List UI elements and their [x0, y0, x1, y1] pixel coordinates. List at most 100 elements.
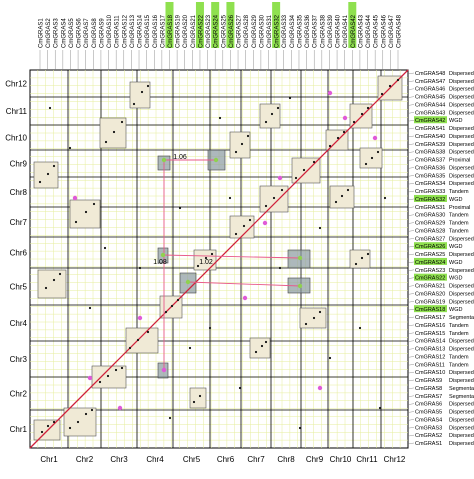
syntenic-dot — [84, 412, 88, 416]
right-gene-label: CmGRAS13 — [415, 347, 445, 353]
syntenic-dot — [38, 180, 42, 184]
x-tick-label: Chr4 — [146, 455, 164, 464]
gene-tick — [407, 245, 415, 248]
top-gene-label: CmGRAS7 — [84, 18, 90, 48]
gene-tick — [407, 230, 415, 232]
y-tick-label: Chr5 — [10, 283, 28, 292]
synteny-block — [125, 327, 159, 354]
right-gene-label: CmGRAS29 — [415, 221, 445, 227]
right-gene-label: CmGRAS1 — [415, 441, 442, 447]
gene-tick — [407, 427, 415, 429]
gene-tick — [407, 96, 415, 98]
top-gene-label: CmGRAS39 — [328, 14, 334, 48]
syntenic-dot — [240, 142, 244, 146]
syntenic-dot — [52, 420, 56, 424]
top-gene-label: CmGRAS22 — [198, 14, 204, 48]
right-gene-label: CmGRAS44 — [415, 102, 445, 108]
gene-tick — [407, 411, 415, 413]
top-gene-label: CmGRAS12 — [122, 14, 128, 48]
syntenic-dot — [318, 310, 322, 314]
gene-pair-point — [160, 252, 166, 258]
top-gene-label: CmGRAS47 — [389, 14, 395, 48]
top-gene-label: CmGRAS41 — [343, 14, 349, 48]
syntenic-dot — [248, 218, 252, 222]
gene-highlight — [195, 2, 204, 48]
gene-pair-point — [327, 90, 333, 96]
syntenic-dot — [40, 430, 44, 434]
y-tick-label: Chr12 — [5, 80, 27, 89]
syntenic-dot — [302, 168, 306, 172]
y-tick-label: Chr11 — [6, 107, 28, 116]
syntenic-dot — [370, 156, 374, 160]
duplication-type-label: Dispersed — [449, 410, 474, 416]
right-gene-label: CmGRAS3 — [415, 425, 442, 431]
x-tick-label: Chr11 — [356, 455, 378, 464]
right-gene-label: CmGRAS43 — [415, 110, 445, 116]
syntenic-dot — [360, 256, 364, 260]
right-gene-label: CmGRAS31 — [415, 205, 445, 211]
duplication-type-label: Segmental — [449, 315, 474, 321]
right-gene-label: CmGRAS17 — [415, 315, 445, 321]
top-gene-label: CmGRAS31 — [267, 14, 273, 48]
duplication-type-label: Dispersed — [449, 425, 474, 431]
y-tick-label: Chr10 — [5, 134, 27, 143]
syntenic-dot — [88, 306, 92, 310]
syntenic-dot — [178, 206, 182, 210]
synteny-block — [349, 249, 371, 269]
gene-highlight — [414, 273, 447, 281]
syntenic-dot — [192, 400, 196, 404]
duplication-type-label: Dispersed — [449, 370, 474, 376]
gene-highlight — [348, 2, 357, 48]
gene-tick — [407, 222, 415, 224]
right-gene-label: CmGRAS20 — [415, 291, 445, 297]
syntenic-dot — [254, 350, 258, 354]
right-gene-label: CmGRAS35 — [415, 173, 445, 179]
syntenic-dot — [342, 130, 346, 134]
syntenic-dot — [396, 78, 400, 82]
gene-pair-point — [342, 115, 348, 121]
top-gene-label: CmGRAS24 — [214, 14, 220, 48]
right-gene-label: CmGRAS39 — [415, 142, 445, 148]
duplication-type-label: WGD — [449, 260, 462, 266]
gene-tick — [407, 159, 415, 161]
ks-value-label: 1.06 — [173, 154, 187, 161]
top-gene-label: CmGRAS33 — [282, 14, 288, 48]
right-gene-label: CmGRAS33 — [415, 189, 445, 195]
syntenic-dot — [366, 252, 370, 256]
syntenic-dot — [242, 224, 246, 228]
right-gene-label: CmGRAS41 — [415, 126, 445, 132]
duplication-type-label: Dispersed — [449, 252, 474, 258]
top-gene-label: CmGRAS35 — [297, 14, 303, 48]
gene-pair-point — [372, 135, 378, 141]
right-gene-label: CmGRAS37 — [415, 158, 445, 164]
syntenic-dot — [272, 196, 276, 200]
syntenic-dot — [120, 120, 124, 124]
top-gene-label: CmGRAS11 — [115, 15, 121, 48]
y-tick-label: Chr3 — [10, 355, 28, 364]
duplication-type-label: Dispersed — [449, 173, 474, 179]
top-gene-label: CmGRAS44 — [366, 14, 372, 48]
duplication-type-label: Dispersed — [449, 79, 474, 85]
top-gene-label: CmGRAS9 — [99, 18, 105, 48]
top-gene-label: CmGRAS21 — [191, 14, 197, 48]
duplication-type-label: Dispersed — [449, 284, 474, 290]
right-gene-label: CmGRAS5 — [415, 410, 442, 416]
duplication-link — [162, 254, 301, 259]
top-gene-label: CmGRAS16 — [153, 14, 159, 48]
top-gene-label: CmGRAS37 — [313, 14, 319, 48]
y-tick-label: Chr2 — [10, 390, 28, 399]
syntenic-dot — [92, 202, 96, 206]
duplication-type-label: Dispersed — [449, 268, 474, 274]
top-gene-label: CmGRAS17 — [160, 14, 166, 48]
syntenic-dot — [44, 286, 48, 290]
duplication-type-label: Dispersed — [449, 181, 474, 187]
gene-tick — [407, 120, 415, 122]
syntenic-dot — [74, 220, 78, 224]
gene-tick — [407, 387, 415, 390]
synteny-block — [129, 81, 151, 109]
right-gene-label: CmGRAS2 — [415, 433, 442, 439]
gene-tick — [407, 214, 415, 216]
right-gene-label: CmGRAS7 — [415, 394, 442, 400]
top-gene-label: CmGRAS40 — [336, 14, 342, 48]
top-gene-label: CmGRAS36 — [305, 14, 311, 48]
